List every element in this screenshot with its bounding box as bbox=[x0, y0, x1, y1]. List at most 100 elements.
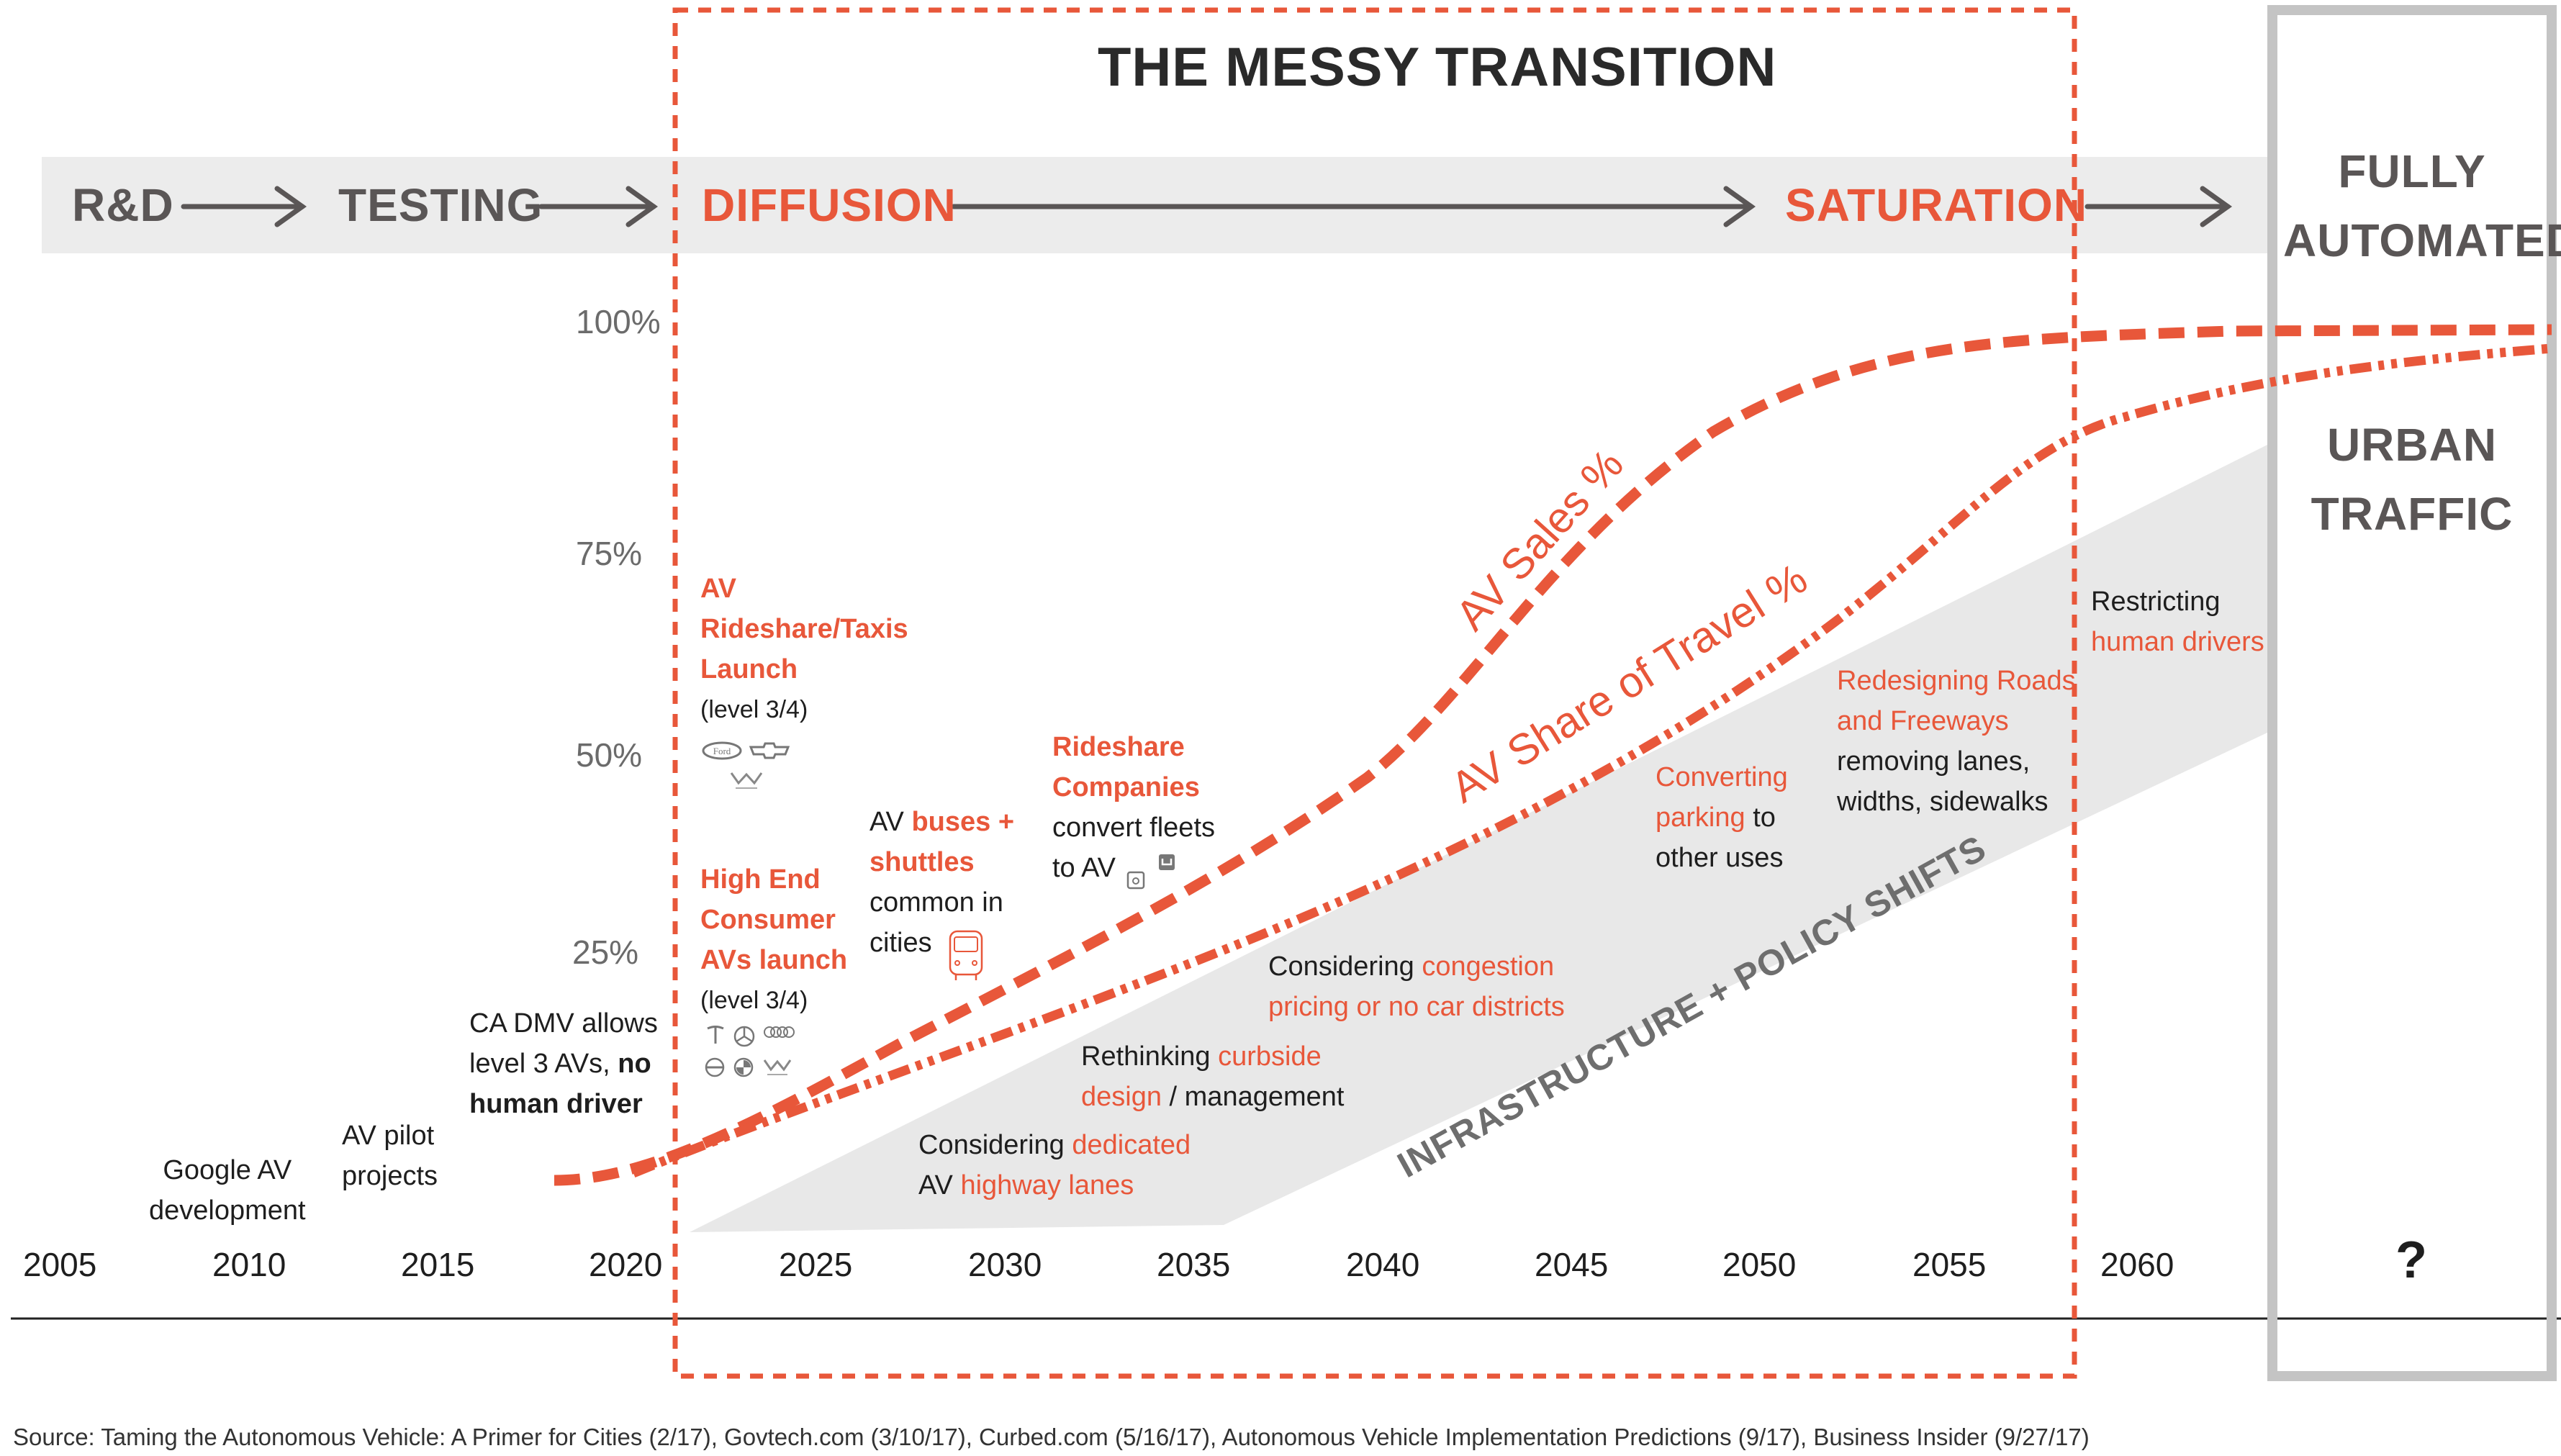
restricting-line-1: Restricting bbox=[2091, 587, 2221, 617]
curbside-line-1: Rethinking curbside bbox=[1081, 1036, 1344, 1077]
year-2045: 2045 bbox=[1535, 1246, 1609, 1283]
year-2060: 2060 bbox=[2100, 1246, 2174, 1283]
milestone-high-end: High End Consumer AVs launch (level 3/4) bbox=[700, 859, 847, 1021]
dedicated-line-1: Considering dedicated bbox=[918, 1125, 1191, 1165]
ca-dmv-line-2: level 3 AVs, no bbox=[469, 1044, 658, 1084]
lyft-logo-icon bbox=[1126, 871, 1145, 890]
curbside-a: Rethinking bbox=[1081, 1041, 1219, 1072]
stage-fully-automated: FULLY AUTOMATED bbox=[2283, 137, 2561, 275]
year-2050: 2050 bbox=[1722, 1246, 1797, 1283]
roads-line-2: and Freeways bbox=[1837, 706, 2009, 736]
audi-logo-icon bbox=[764, 1026, 795, 1038]
curbside-line-2: design / management bbox=[1081, 1077, 1344, 1117]
year-2030: 2030 bbox=[968, 1246, 1042, 1283]
right-arrow-icon bbox=[951, 186, 1756, 227]
dedicated-line-2: AV highway lanes bbox=[918, 1165, 1191, 1206]
ca-dmv-line-1: CA DMV allows bbox=[469, 1008, 658, 1039]
restricting-line-2: human drivers bbox=[2091, 627, 2264, 657]
uber-logo-icon bbox=[1159, 854, 1175, 870]
ca-dmv-line-3: human driver bbox=[469, 1089, 643, 1119]
milestone-pilot: AV pilot projects bbox=[342, 1116, 438, 1196]
dedicated-c: AV bbox=[918, 1170, 961, 1200]
bus-icon bbox=[949, 930, 983, 980]
buses-line-1: AV buses + bbox=[870, 802, 1014, 842]
parking-line-2: parking to bbox=[1656, 797, 1788, 838]
stage-urban-traffic: URBAN TRAFFIC bbox=[2283, 410, 2541, 548]
svg-text:Ford: Ford bbox=[713, 746, 731, 756]
waymo-logo-icon bbox=[730, 772, 763, 789]
messy-transition-frame bbox=[672, 7, 2077, 1379]
stage-saturation: SATURATION bbox=[1785, 179, 2088, 231]
dedicated-d: highway lanes bbox=[960, 1170, 1134, 1200]
stage-automated-line: AUTOMATED bbox=[2283, 214, 2561, 266]
mercedes-logo-icon bbox=[733, 1026, 755, 1047]
rideshare-launch-line-3: Launch bbox=[700, 654, 798, 684]
ca-dmv-level: level 3 AVs, bbox=[469, 1049, 618, 1079]
stage-testing: TESTING bbox=[338, 179, 543, 231]
roads-line-3: removing lanes, bbox=[1837, 746, 2031, 777]
year-2015: 2015 bbox=[401, 1246, 475, 1283]
stage-urban-line: URBAN bbox=[2326, 419, 2498, 471]
parking-b: parking bbox=[1656, 802, 1745, 833]
milestone-ca-dmv: CA DMV allows level 3 AVs, no human driv… bbox=[469, 1003, 658, 1124]
milestone-rideshare-launch: AV Rideshare/Taxis Launch (level 3/4) bbox=[700, 569, 908, 730]
right-arrow-icon bbox=[538, 186, 659, 227]
volvo-logo-icon bbox=[705, 1057, 725, 1077]
ford-logo-icon: Ford bbox=[702, 741, 742, 760]
note-parking: Converting parking to other uses bbox=[1656, 757, 1788, 878]
av-sales-curve bbox=[554, 324, 2552, 1186]
buses-buses: buses + bbox=[911, 807, 1015, 837]
rideshare-companies-line-3: convert fleets bbox=[1052, 813, 1215, 843]
google-line-1: Google AV bbox=[163, 1155, 292, 1185]
note-redesigning-roads: Redesigning Roads and Freeways removing … bbox=[1837, 661, 2076, 822]
rideshare-companies-line-2: Companies bbox=[1052, 772, 1200, 802]
buses-av: AV bbox=[870, 807, 912, 837]
year-2025: 2025 bbox=[779, 1246, 853, 1283]
roads-line-1: Redesigning Roads bbox=[1837, 666, 2076, 696]
year-unknown: ? bbox=[2395, 1231, 2427, 1289]
year-2055: 2055 bbox=[1912, 1246, 1987, 1283]
av-travel-curve bbox=[631, 343, 2552, 1178]
rideshare-companies-line-1: Rideshare bbox=[1052, 732, 1185, 762]
buses-line-3: common in bbox=[870, 887, 1003, 918]
stage-diffusion: DIFFUSION bbox=[702, 179, 957, 231]
rideshare-companies-line-4: to AV bbox=[1052, 853, 1116, 883]
parking-c: to bbox=[1745, 802, 1776, 833]
pilot-line-1: AV pilot bbox=[342, 1121, 435, 1151]
consumer-brand-logos bbox=[705, 1025, 795, 1048]
high-end-line-4: (level 3/4) bbox=[700, 987, 808, 1014]
note-congestion: Considering congestion pricing or no car… bbox=[1268, 946, 1565, 1027]
high-end-line-1: High End bbox=[700, 864, 821, 895]
milestone-buses: AV buses + shuttles common in cities bbox=[870, 802, 1014, 963]
year-2005: 2005 bbox=[23, 1246, 97, 1283]
chevrolet-logo-icon bbox=[749, 742, 790, 759]
right-arrow-icon bbox=[2085, 186, 2233, 227]
consumer-brand-logos-row-2 bbox=[704, 1057, 793, 1078]
note-dedicated-lanes: Considering dedicated AV highway lanes bbox=[918, 1125, 1191, 1206]
note-restricting: Restricting human drivers bbox=[2091, 582, 2264, 662]
parking-line-3: other uses bbox=[1656, 843, 1784, 873]
rideshare-launch-line-1: AV bbox=[700, 574, 736, 604]
rideshare-brand-logos-row-2 bbox=[728, 769, 764, 790]
parking-line-1: Converting bbox=[1656, 762, 1788, 792]
source-citation: Source: Taming the Autonomous Vehicle: A… bbox=[13, 1424, 2090, 1450]
rideshare-launch-line-2: Rideshare/Taxis bbox=[700, 614, 908, 644]
diagram-title: THE MESSY TRANSITION bbox=[1098, 37, 1777, 98]
congestion-line-2: pricing or no car districts bbox=[1268, 992, 1565, 1022]
year-2020: 2020 bbox=[589, 1246, 663, 1283]
curbside-b: curbside bbox=[1218, 1041, 1322, 1072]
pct-100: 100% bbox=[576, 303, 661, 340]
milestone-rideshare-companies: Rideshare Companies convert fleets to AV bbox=[1052, 727, 1215, 888]
curbside-d: / management bbox=[1161, 1082, 1345, 1112]
dedicated-a: Considering bbox=[918, 1130, 1072, 1160]
rideshare-brand-logos: Ford bbox=[702, 741, 790, 760]
buses-line-4: cities bbox=[870, 928, 932, 958]
fully-automated-frame bbox=[2267, 5, 2557, 1381]
high-end-line-2: Consumer bbox=[700, 905, 836, 935]
year-2010: 2010 bbox=[212, 1246, 286, 1283]
pilot-line-2: projects bbox=[342, 1161, 438, 1191]
google-line-2: development bbox=[149, 1195, 306, 1226]
right-arrow-icon bbox=[181, 186, 307, 227]
dedicated-b: dedicated bbox=[1072, 1130, 1191, 1160]
